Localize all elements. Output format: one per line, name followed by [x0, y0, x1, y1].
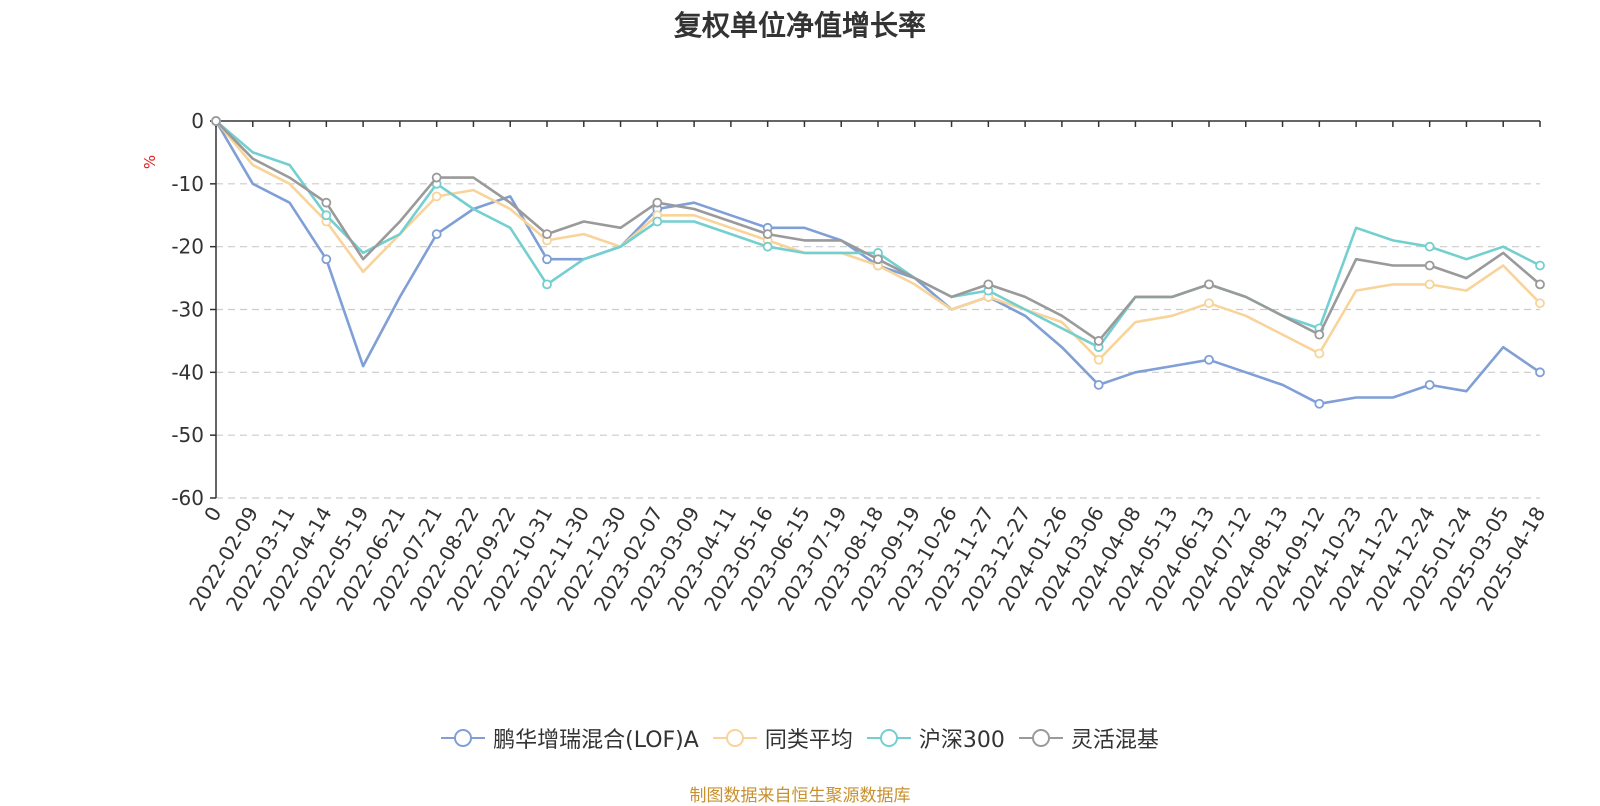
series-point — [1535, 260, 1545, 271]
series-point — [1204, 354, 1214, 365]
y-tick-label: -20 — [171, 235, 204, 259]
y-axis-unit: % — [141, 155, 159, 169]
series-point — [1535, 367, 1545, 378]
series-point — [542, 279, 552, 290]
legend-item[interactable]: 鹏华增瑞混合(LOF)A — [441, 722, 699, 754]
series-point — [1314, 398, 1325, 409]
series-point — [321, 254, 332, 265]
series-point — [211, 116, 221, 126]
series-point — [762, 241, 773, 252]
series-line-1 — [215, 120, 1541, 362]
series-point — [431, 172, 442, 183]
series-point — [1424, 279, 1435, 290]
series-point — [542, 229, 552, 240]
series-point — [1093, 379, 1104, 390]
series-point — [1424, 379, 1435, 390]
y-tick-label: 0 — [191, 109, 204, 133]
series-point — [762, 229, 773, 240]
legend-item[interactable]: 沪深300 — [866, 722, 1005, 754]
series-point — [321, 210, 332, 221]
legend-marker — [712, 729, 757, 747]
series-point — [321, 197, 332, 208]
series-point — [1424, 241, 1435, 252]
line-chart: 0-10-20-30-40-50-60%02022-02-092022-03-1… — [141, 109, 1550, 615]
y-tick-label: -30 — [171, 298, 204, 322]
y-tick-label: -10 — [171, 172, 204, 196]
series-point — [1314, 348, 1325, 359]
series-point — [652, 216, 663, 227]
series-point — [1204, 279, 1214, 290]
legend: 鹏华增瑞混合(LOF)A 同类平均 沪深300 灵活混基 — [0, 722, 1600, 754]
legend-marker — [866, 729, 911, 747]
series-point — [431, 191, 442, 202]
series-point — [1535, 279, 1545, 290]
y-tick-label: -60 — [171, 486, 204, 510]
legend-marker-circle — [725, 729, 744, 747]
series-point — [1535, 298, 1545, 309]
y-tick-label: -40 — [171, 360, 204, 384]
legend-marker-circle — [879, 729, 898, 747]
legend-marker — [1018, 729, 1063, 747]
series-point — [542, 254, 552, 265]
legend-marker-circle — [1031, 729, 1050, 747]
x-tick-label: 0 — [199, 503, 226, 526]
series-point — [1204, 298, 1214, 309]
legend-label: 同类平均 — [764, 728, 853, 753]
legend-marker-circle — [454, 729, 473, 747]
data-source-note: 制图数据来自恒生聚源数据库 — [689, 786, 911, 806]
legend-item[interactable]: 同类平均 — [712, 722, 853, 754]
legend-label: 鹏华增瑞混合(LOF)A — [493, 728, 699, 753]
series-point — [1314, 329, 1325, 340]
series-point — [873, 254, 883, 265]
series-point — [652, 197, 663, 208]
series-point — [983, 279, 994, 290]
legend-label: 灵活混基 — [1070, 728, 1159, 753]
series-point — [1424, 260, 1435, 271]
series-point — [1093, 336, 1104, 346]
series-point — [1093, 354, 1104, 365]
y-tick-label: -50 — [171, 423, 204, 447]
legend-marker — [441, 729, 486, 747]
series-point — [431, 229, 442, 240]
chart-title: 复权单位净值增长率 — [673, 9, 926, 42]
legend-label: 沪深300 — [918, 728, 1005, 753]
series-line-3 — [215, 120, 1541, 343]
legend-item[interactable]: 灵活混基 — [1018, 722, 1159, 754]
